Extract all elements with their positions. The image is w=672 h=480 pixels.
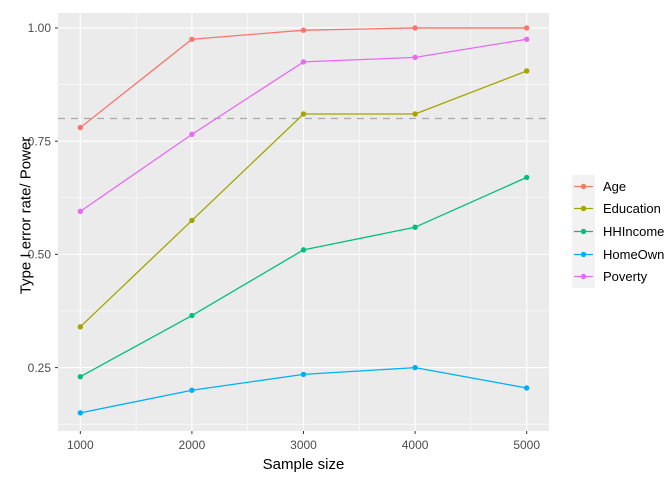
legend-key-glyph (574, 183, 593, 189)
series-point-HHIncome (412, 224, 418, 230)
legend-key-point (580, 273, 587, 280)
series-point-HHIncome (77, 373, 84, 380)
legend-label: Poverty (603, 269, 648, 285)
legend-key-point (580, 206, 587, 212)
legend-item-HomeOwn: HomeOwn (572, 242, 665, 266)
legend-key-icon (572, 265, 595, 289)
legend-key-point (580, 183, 587, 189)
series-point-HHIncome (523, 174, 530, 181)
legend-key-icon (572, 242, 595, 266)
legend-key-icon (572, 219, 595, 243)
series-point-HomeOwn (77, 410, 84, 416)
legend-key-icon (572, 197, 595, 221)
series-point-Age (77, 124, 84, 131)
series-point-Poverty (77, 208, 84, 215)
y-tick-label: 1.00 (28, 21, 52, 35)
series-point-Education (523, 68, 530, 74)
y-axis-title: Type I error rate/ Power (17, 136, 35, 295)
legend-key-icon (572, 174, 595, 198)
legend-item-Education: Education (572, 197, 664, 221)
series-point-HomeOwn (300, 371, 307, 378)
legend-key-point (580, 251, 587, 257)
legend-key-point (580, 228, 587, 235)
series-point-HHIncome (189, 312, 195, 319)
legend-label: HHIncome (603, 223, 665, 239)
series-point-Age (300, 27, 307, 33)
series-point-Education (77, 324, 84, 330)
legend-label: Age (603, 178, 627, 194)
y-tick-label: 0.50 (28, 248, 52, 262)
series-point-Education (412, 111, 418, 117)
legend: Age Education HHIncome HomeOwn Poverty (572, 174, 665, 289)
legend-key-glyph (574, 251, 593, 257)
series-point-HomeOwn (189, 387, 195, 393)
series-point-Poverty (523, 36, 530, 42)
legend-key-glyph (574, 228, 593, 235)
series-point-HHIncome (300, 247, 307, 253)
x-tick-label: 5000 (513, 438, 540, 452)
series-point-Age (523, 25, 530, 31)
legend-item-HHIncome: HHIncome (572, 219, 665, 243)
legend-key-glyph (574, 206, 593, 212)
series-point-Poverty (189, 131, 195, 138)
x-tick-label: 1000 (67, 438, 94, 452)
series-point-Age (412, 25, 418, 31)
series-point-HomeOwn (412, 364, 418, 371)
series-point-Education (189, 217, 195, 224)
y-tick-label: 0.75 (28, 134, 52, 148)
x-tick-label: 3000 (290, 438, 317, 452)
x-axis-title: Sample size (262, 456, 345, 473)
legend-item-Poverty: Poverty (572, 265, 664, 289)
legend-label: Education (603, 201, 661, 217)
series-point-Poverty (300, 59, 307, 65)
series-point-Education (300, 111, 307, 117)
series-point-Age (189, 36, 195, 42)
legend-key-glyph (574, 273, 593, 280)
x-tick-label: 4000 (402, 438, 429, 452)
legend-item-Age: Age (572, 174, 664, 198)
legend-label: HomeOwn (603, 246, 665, 262)
y-tick-label: 0.25 (28, 361, 52, 375)
series-point-HomeOwn (523, 385, 530, 391)
x-tick-label: 2000 (179, 438, 206, 452)
series-point-Poverty (412, 54, 418, 61)
